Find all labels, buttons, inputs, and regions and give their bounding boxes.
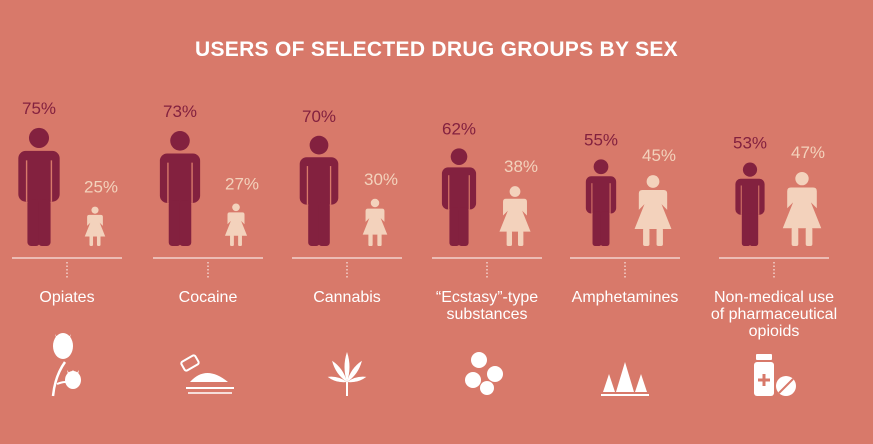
- male-value-label-5: 55%: [584, 130, 618, 149]
- female-figure-6: [782, 171, 822, 246]
- male-figure-4: [441, 148, 477, 246]
- category-label-6: Non-medical use of pharmaceutical opioids: [711, 289, 837, 340]
- male-figure-1: [18, 127, 60, 246]
- category-label-3: Cannabis: [313, 289, 381, 306]
- poppy-icon: [51, 333, 81, 397]
- female-value-label-5: 45%: [642, 146, 676, 165]
- female-value-label-2: 27%: [225, 174, 259, 193]
- female-value-label-3: 30%: [364, 170, 398, 189]
- female-value-label-6: 47%: [791, 143, 825, 162]
- male-value-label-6: 53%: [733, 134, 767, 153]
- female-value-label-1: 25%: [84, 178, 118, 197]
- category-label-1: Opiates: [39, 289, 94, 306]
- cannabis-leaf-icon: [327, 352, 367, 396]
- female-value-label-4: 38%: [504, 157, 538, 176]
- male-value-label-1: 75%: [22, 99, 56, 118]
- female-figure-4: [499, 186, 531, 246]
- male-value-label-3: 70%: [302, 107, 336, 126]
- category-label-5: Amphetamines: [572, 289, 679, 306]
- female-figure-2: [224, 203, 248, 246]
- male-figure-3: [299, 135, 339, 246]
- male-figure-5: [585, 159, 617, 246]
- chart-title: USERS OF SELECTED DRUG GROUPS BY SEX: [195, 38, 678, 61]
- female-figure-3: [362, 198, 388, 246]
- male-figure-2: [159, 131, 201, 246]
- female-figure-5: [634, 175, 672, 246]
- category-label-2: Cocaine: [179, 289, 238, 306]
- category-label-4: “Ecstasy”-type substances: [436, 289, 538, 323]
- pills-icon: [465, 352, 503, 395]
- razor-powder-icon: [180, 354, 234, 394]
- male-value-label-2: 73%: [163, 102, 197, 121]
- pill-bottle-icon: [754, 354, 796, 396]
- male-value-label-4: 62%: [442, 119, 476, 138]
- male-figure-6: [735, 162, 765, 246]
- crystals-icon: [601, 362, 649, 396]
- female-figure-1: [84, 206, 106, 246]
